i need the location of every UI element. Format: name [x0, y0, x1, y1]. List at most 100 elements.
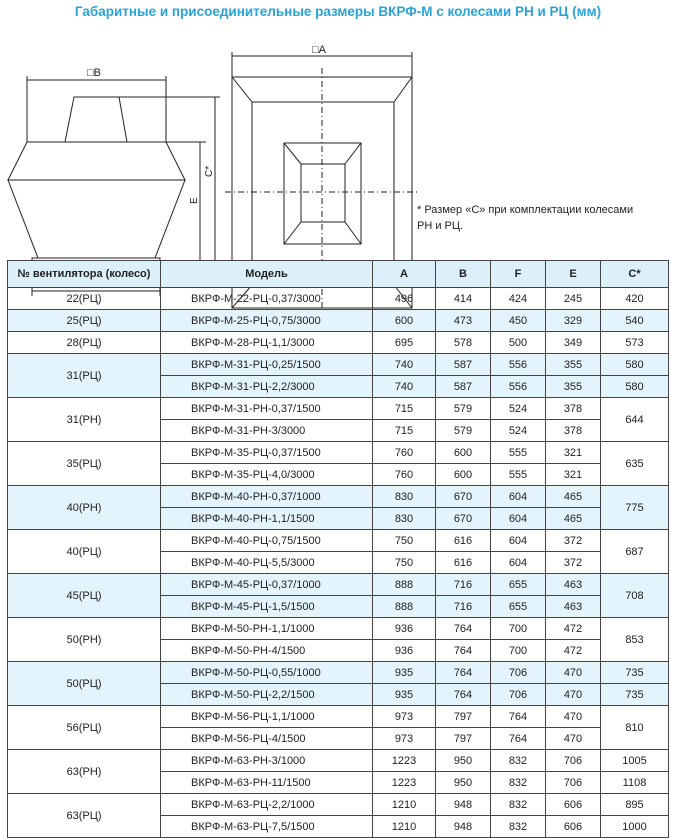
label-e: E [189, 197, 200, 204]
model-cell: ВКРФ-М-45-РЦ-0,37/1000 [160, 573, 373, 596]
dimension-f-cell: 556 [490, 353, 546, 376]
label-a: □A [312, 44, 327, 56]
dimension-b-cell: 670 [435, 507, 491, 530]
header-model: Модель [160, 260, 373, 288]
dimension-e-cell: 329 [545, 309, 601, 332]
table-row: 28(РЦ) ВКРФ-М-28-РЦ-1,1/3000 695 578 500 349 5… [7, 331, 669, 354]
dimension-c-cell: 1108 [600, 771, 669, 794]
table-row: 22(РЦ) ВКРФ-М-22-РЦ-0,37/3000 496 414 424 245… [7, 287, 669, 310]
header-c: C* [600, 260, 669, 288]
table-row: 31(РЦ) ВКРФ-М-31-РЦ-0,25/1500 740 587 556 355… [7, 353, 669, 398]
dimension-a-cell: 973 [372, 705, 436, 728]
table-row: ВКРФ-М-50-РЦ-2,2/1500 935 764 706 470 735 [8, 683, 669, 706]
table-row: 40(РН) ВКРФ-М-40-РН-0,37/1000 830 670 604 465… [7, 485, 669, 530]
model-cell: ВКРФ-М-25-РЦ-0,75/3000 [160, 309, 373, 332]
dimension-e-cell: 463 [545, 573, 601, 596]
dimension-b-cell: 797 [435, 705, 491, 728]
header-e: E [545, 260, 601, 288]
dimension-e-cell: 321 [545, 463, 601, 486]
label-b: □B [87, 67, 101, 79]
dimension-a-cell: 740 [372, 375, 436, 398]
dimension-e-cell: 349 [545, 331, 601, 354]
dimension-a-cell: 600 [372, 309, 436, 332]
dimension-a-cell: 695 [372, 331, 436, 354]
fan-number-cell: 35(РЦ) [7, 441, 161, 486]
table-row: 56(РЦ) ВКРФ-М-56-РЦ-1,1/1000 973 797 764 470 8… [7, 705, 669, 750]
dimension-a-cell: 496 [372, 287, 436, 310]
fan-number-cell: 63(РН) [7, 749, 161, 794]
dimension-c-cell: 810 [600, 705, 669, 750]
model-cell: ВКРФ-М-40-РН-0,37/1000 [160, 485, 373, 508]
dimension-a-cell: 830 [372, 507, 436, 530]
dimension-c-cell: 580 [600, 353, 669, 376]
model-cell: ВКРФ-М-40-РН-1,1/1500 [160, 507, 373, 530]
fan-number-cell: 40(РН) [7, 485, 161, 530]
dimension-a-cell: 935 [372, 661, 436, 684]
dimension-c-cell: 1005 [600, 749, 669, 772]
header-fan: № вентилятора (колесо) [7, 260, 161, 288]
fan-number-cell: 63(РЦ) [7, 793, 161, 838]
model-cell: ВКРФ-М-63-РН-3/1000 [160, 749, 373, 772]
table-row: 35(РЦ) ВКРФ-М-35-РЦ-0,37/1500 760 600 555 321… [7, 441, 669, 486]
dimension-f-cell: 655 [490, 595, 546, 618]
dimension-c-cell: 687 [600, 529, 669, 574]
dimension-f-cell: 524 [490, 419, 546, 442]
dimension-f-cell: 832 [490, 793, 546, 816]
dimension-c-cell: 735 [600, 683, 669, 706]
dimension-a-cell: 740 [372, 353, 436, 376]
dimension-a-cell: 888 [372, 595, 436, 618]
dimension-c-cell: 580 [600, 375, 669, 398]
fan-number-cell: 56(РЦ) [7, 705, 161, 750]
model-cell: ВКРФ-М-35-РЦ-4,0/3000 [160, 463, 373, 486]
dimension-f-cell: 832 [490, 771, 546, 794]
model-cell: ВКРФ-М-50-РН-1,1/1000 [160, 617, 373, 640]
dimension-a-cell: 1210 [372, 815, 436, 838]
table-row: ВКРФ-М-56-РЦ-4/1500 973 797 764 470 [8, 727, 669, 750]
dimension-f-cell: 700 [490, 639, 546, 662]
dimension-c-cell: 1000 [600, 815, 669, 838]
dimension-c-cell: 540 [600, 309, 669, 332]
dimension-e-cell: 321 [545, 441, 601, 464]
dimension-e-cell: 472 [545, 639, 601, 662]
dimension-a-cell: 715 [372, 397, 436, 420]
model-cell: ВКРФ-М-22-РЦ-0,37/3000 [160, 287, 373, 310]
dimension-a-cell: 750 [372, 551, 436, 574]
table-row: ВКРФ-М-40-РЦ-5,5/3000 750 616 604 372 [8, 551, 669, 574]
dimension-b-cell: 716 [435, 595, 491, 618]
dimension-e-cell: 378 [545, 419, 601, 442]
model-cell: ВКРФ-М-63-РЦ-7,5/1500 [160, 815, 373, 838]
table-row: ВКРФ-М-31-РН-3/3000 715 579 524 378 [8, 419, 669, 442]
table-row: 63(РЦ) ВКРФ-М-63-РЦ-2,2/1000 1210 948 832 606… [7, 793, 669, 838]
dimensions-table: № вентилятора (колесо) Модель A B F E C*… [7, 260, 669, 838]
dimension-e-cell: 470 [545, 705, 601, 728]
dimension-b-cell: 414 [435, 287, 491, 310]
dimension-b-cell: 616 [435, 551, 491, 574]
dimension-f-cell: 450 [490, 309, 546, 332]
dimension-c-cell: 853 [600, 617, 669, 662]
dimension-f-cell: 555 [490, 463, 546, 486]
model-cell: ВКРФ-М-35-РЦ-0,37/1500 [160, 441, 373, 464]
dimension-b-cell: 579 [435, 397, 491, 420]
dimension-f-cell: 524 [490, 397, 546, 420]
model-cell: ВКРФ-М-50-РН-4/1500 [160, 639, 373, 662]
dimension-a-cell: 936 [372, 617, 436, 640]
dimension-f-cell: 832 [490, 749, 546, 772]
dimension-e-cell: 606 [545, 793, 601, 816]
dimension-f-cell: 604 [490, 529, 546, 552]
dimension-b-cell: 764 [435, 683, 491, 706]
dimension-f-cell: 706 [490, 683, 546, 706]
dimension-c-cell: 420 [600, 287, 669, 310]
dimension-c-cell: 895 [600, 793, 669, 816]
dimension-f-cell: 655 [490, 573, 546, 596]
dimension-e-cell: 465 [545, 507, 601, 530]
dimension-b-cell: 600 [435, 441, 491, 464]
dimension-b-cell: 948 [435, 815, 491, 838]
dimension-b-cell: 716 [435, 573, 491, 596]
table-row: 31(РН) ВКРФ-М-31-РН-0,37/1500 715 579 524 378… [7, 397, 669, 442]
table-row: 63(РН) ВКРФ-М-63-РН-3/1000 1223 950 832 706 10… [7, 749, 669, 794]
table-row: ВКРФ-М-45-РЦ-1,5/1500 888 716 655 463 [8, 595, 669, 618]
dimension-a-cell: 1210 [372, 793, 436, 816]
dimension-f-cell: 424 [490, 287, 546, 310]
fan-number-cell: 45(РЦ) [7, 573, 161, 618]
dimension-c-cell: 573 [600, 331, 669, 354]
